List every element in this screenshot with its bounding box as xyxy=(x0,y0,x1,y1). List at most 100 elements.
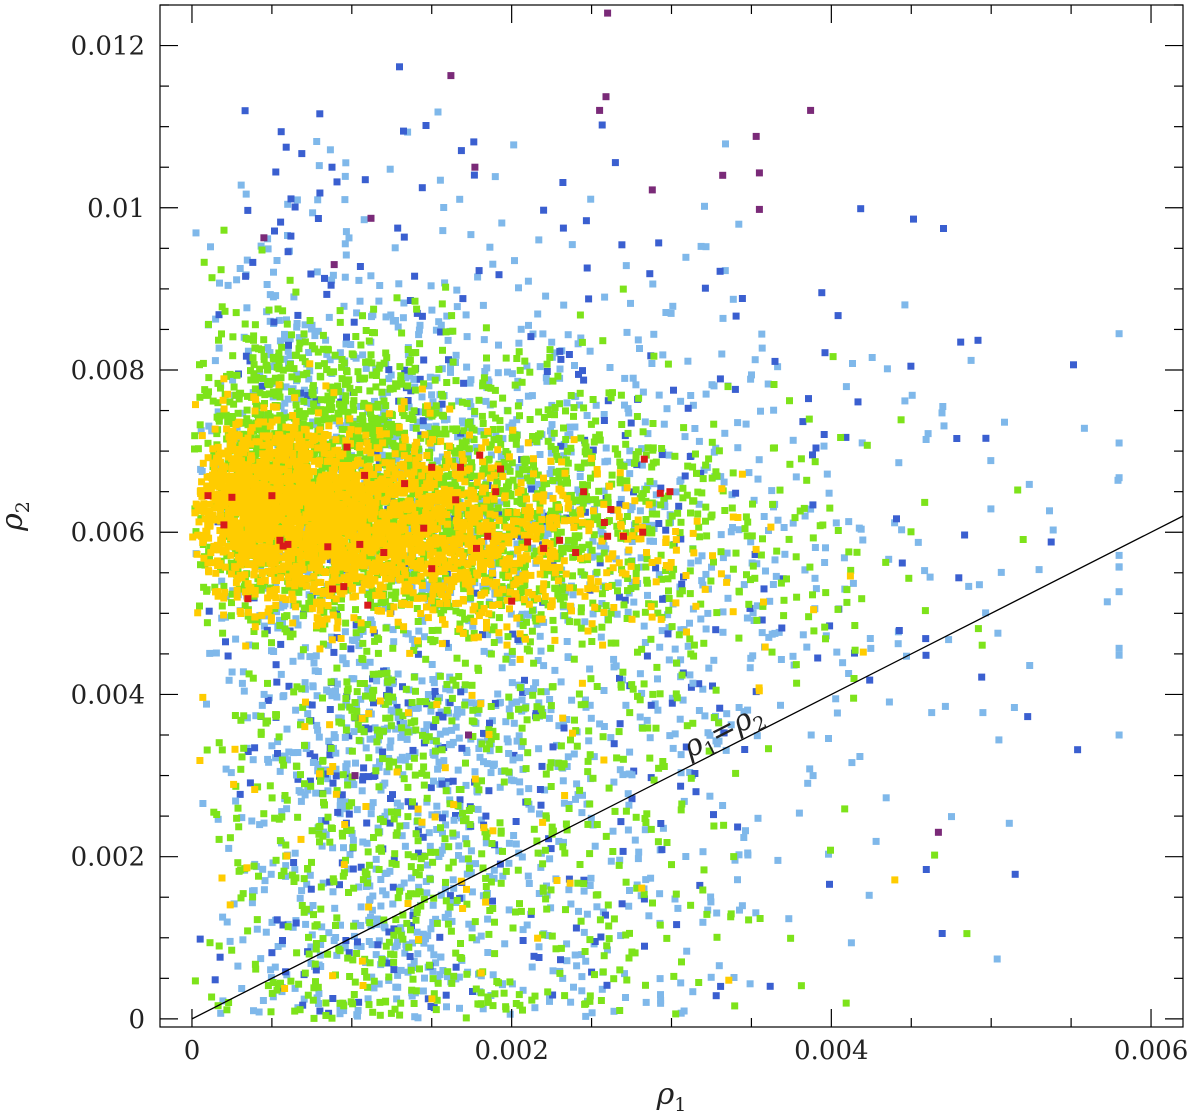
point-green xyxy=(432,545,439,553)
point-light-blue xyxy=(207,243,214,251)
point-light-blue xyxy=(574,791,582,799)
point-green xyxy=(676,529,684,537)
point-light-blue xyxy=(771,556,779,564)
point-green xyxy=(490,623,498,631)
point-light-blue xyxy=(426,373,434,381)
point-light-blue xyxy=(717,473,725,481)
point-green xyxy=(514,521,522,529)
point-light-blue xyxy=(719,628,727,636)
point-light-blue xyxy=(628,578,636,586)
point-blue xyxy=(641,942,648,950)
point-green xyxy=(328,395,336,403)
point-light-blue xyxy=(697,615,705,623)
point-blue xyxy=(731,385,739,393)
point-green xyxy=(793,593,801,601)
point-light-blue xyxy=(411,641,419,649)
point-light-blue xyxy=(736,906,743,914)
point-light-blue xyxy=(571,423,579,431)
point-light-blue xyxy=(646,537,654,545)
point-light-blue xyxy=(607,734,615,742)
point-blue xyxy=(285,682,293,690)
point-green xyxy=(334,382,342,390)
point-light-blue xyxy=(650,330,658,338)
point-light-blue xyxy=(1115,644,1123,652)
point-blue xyxy=(955,574,963,582)
point-light-blue xyxy=(436,730,444,738)
point-light-blue xyxy=(429,967,437,975)
point-green xyxy=(264,411,272,419)
point-blue xyxy=(270,318,278,326)
point-light-blue xyxy=(372,855,380,863)
point-green xyxy=(372,383,380,391)
point-green xyxy=(366,455,374,463)
point-light-blue xyxy=(600,723,608,730)
point-light-blue xyxy=(746,980,754,988)
point-light-blue xyxy=(641,826,649,834)
point-green xyxy=(482,324,490,332)
point-green xyxy=(412,349,420,356)
point-blue xyxy=(834,312,842,320)
point-green xyxy=(511,381,519,389)
point-light-blue xyxy=(842,383,850,391)
point-green xyxy=(196,421,204,429)
point-light-blue xyxy=(403,724,411,732)
point-light-blue xyxy=(682,853,690,860)
point-light-blue xyxy=(308,321,316,329)
point-blue xyxy=(778,624,786,632)
point-green xyxy=(286,633,294,641)
point-green xyxy=(707,577,715,585)
point-light-blue xyxy=(330,937,338,945)
point-light-blue xyxy=(432,915,440,923)
point-green xyxy=(288,373,296,381)
point-light-blue xyxy=(278,752,286,760)
point-blue xyxy=(389,883,397,891)
point-blue xyxy=(414,826,422,834)
point-green xyxy=(567,444,575,452)
point-light-blue xyxy=(576,401,583,409)
point-green xyxy=(264,365,271,373)
point-green xyxy=(295,345,303,353)
point-green xyxy=(806,563,814,571)
point-light-blue xyxy=(487,769,495,777)
point-light-blue xyxy=(416,321,424,329)
point-green xyxy=(609,389,616,397)
point-light-blue xyxy=(367,272,375,280)
point-light-blue xyxy=(313,721,321,729)
point-light-blue xyxy=(259,997,267,1004)
point-light-blue xyxy=(654,675,661,683)
point-light-blue xyxy=(774,856,782,864)
point-green xyxy=(440,606,448,614)
point-light-blue xyxy=(619,771,627,779)
point-light-blue xyxy=(317,941,325,948)
point-light-blue xyxy=(340,302,348,310)
point-light-blue xyxy=(811,574,819,582)
point-green xyxy=(785,535,793,543)
point-light-blue xyxy=(244,347,252,355)
point-light-blue xyxy=(436,176,444,184)
point-blue xyxy=(469,988,476,995)
point-blue xyxy=(439,814,446,822)
point-green xyxy=(699,475,707,483)
point-light-blue xyxy=(588,1009,596,1017)
point-light-blue xyxy=(310,659,318,667)
point-light-blue xyxy=(425,382,433,390)
point-blue xyxy=(452,963,460,971)
point-green xyxy=(279,366,287,374)
point-green xyxy=(261,391,269,399)
point-light-blue xyxy=(596,720,604,728)
point-light-blue xyxy=(428,444,436,452)
point-green xyxy=(392,588,400,596)
point-light-blue xyxy=(987,457,995,465)
point-light-blue xyxy=(586,347,594,355)
point-green xyxy=(715,447,723,455)
point-blue xyxy=(312,396,320,404)
point-blue xyxy=(306,750,314,758)
point-green xyxy=(194,445,202,453)
point-green xyxy=(443,379,451,386)
point-green xyxy=(547,644,555,652)
point-green xyxy=(200,258,208,266)
point-green xyxy=(837,434,845,441)
point-blue xyxy=(414,650,422,658)
point-light-blue xyxy=(575,489,583,497)
point-blue xyxy=(678,580,686,588)
